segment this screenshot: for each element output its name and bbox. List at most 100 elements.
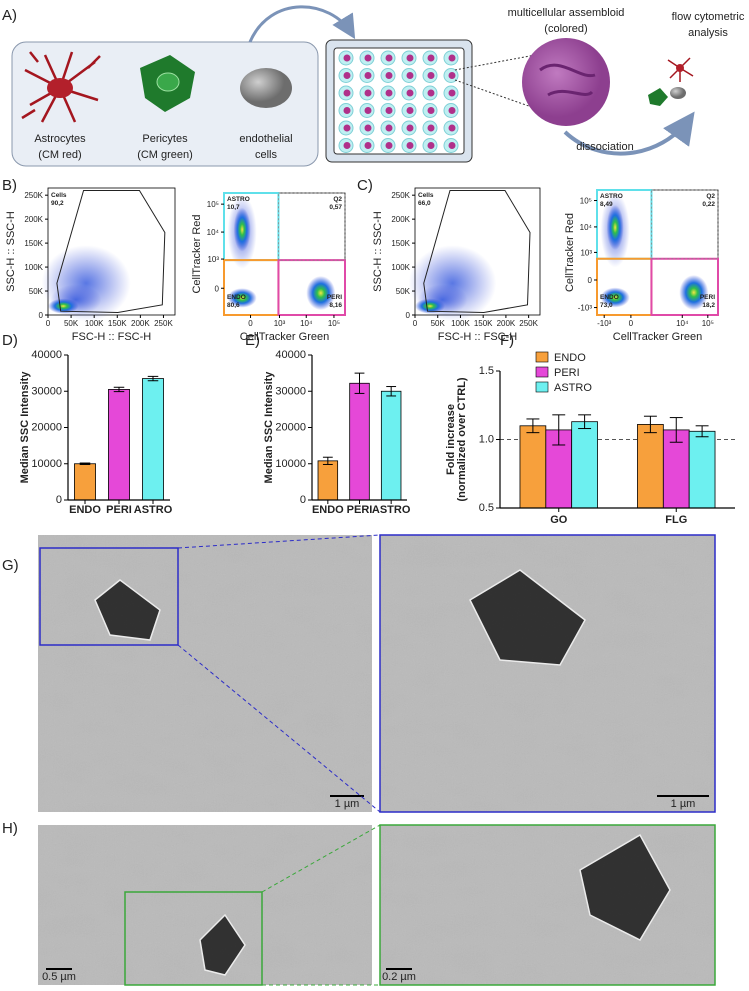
y-tick-label: 20000 <box>275 422 306 434</box>
gate <box>651 189 719 260</box>
bar <box>142 378 164 501</box>
scale-bar-label: 0.5 µm <box>42 971 76 983</box>
bar <box>571 421 598 509</box>
y-axis-label: Median SSC Intensity <box>19 371 31 484</box>
y-tick-label: 0 <box>406 311 411 320</box>
panel-label: B) <box>2 177 17 194</box>
well-content <box>448 72 456 79</box>
well-content <box>427 124 435 132</box>
error-bar <box>578 414 592 430</box>
well-content <box>364 89 372 97</box>
zoom-line <box>177 534 381 549</box>
bar <box>688 430 716 509</box>
gate <box>278 192 346 261</box>
bar <box>380 390 402 501</box>
zoom-frame <box>379 534 716 813</box>
y-axis-label: Fold increase <box>445 404 457 475</box>
y-tick-label: -10³ <box>578 304 593 313</box>
y-tick-label: 10000 <box>31 458 62 470</box>
well-content <box>385 89 393 97</box>
well-content <box>448 54 456 62</box>
arrow <box>563 111 695 156</box>
well-content <box>448 124 456 132</box>
well-content <box>427 72 435 79</box>
x-tick-label: ENDO <box>69 504 101 516</box>
well-content <box>364 54 372 62</box>
bar <box>519 425 547 509</box>
error-bar <box>322 456 333 465</box>
x-tick-label: 200K <box>497 319 516 328</box>
gate-name: ENDO <box>227 294 246 301</box>
zoom-frame <box>379 824 716 986</box>
well-content <box>343 142 351 149</box>
x-tick-label: 10⁴ <box>676 319 689 328</box>
density <box>415 298 445 314</box>
y-tick-label: 0 <box>588 276 593 285</box>
well-plate-inner <box>333 47 465 155</box>
gate-pct: 90,2 <box>51 200 64 207</box>
y-tick-label: 20000 <box>31 422 62 434</box>
well-content <box>343 54 351 62</box>
y-tick-label: 30000 <box>275 385 306 397</box>
x-tick-label: 50K <box>431 319 446 328</box>
material-flake <box>94 579 161 641</box>
pericyte-icon <box>140 55 195 112</box>
y-tick-label: 0 <box>39 311 44 320</box>
error-bar <box>669 417 683 443</box>
x-tick-label: 150K <box>108 319 127 328</box>
well-content <box>385 107 393 114</box>
legend-swatch <box>535 366 549 378</box>
astrocyte-icon <box>21 51 101 123</box>
zoom-line <box>261 824 381 893</box>
micrograph-grain <box>380 535 715 812</box>
well-content <box>406 54 414 62</box>
gate-pct: 10,7 <box>227 204 240 211</box>
step-label: dissociation <box>576 141 633 153</box>
bar <box>108 389 130 501</box>
y-tick-label: 10⁴ <box>207 228 220 237</box>
density <box>227 288 257 308</box>
density <box>48 298 79 314</box>
panel-label: F) <box>500 332 514 349</box>
legend-swatch <box>535 351 549 363</box>
x-tick-label: ASTRO <box>134 504 173 516</box>
cell-stain: (CM green) <box>137 149 193 161</box>
x-axis-label: CellTracker Green <box>613 331 702 343</box>
y-axis-label: CellTracker Red <box>191 214 203 293</box>
y-tick-label: 0 <box>300 494 306 506</box>
cell-name: Pericytes <box>142 133 188 145</box>
bar <box>317 460 339 501</box>
gate-pct: 80,6 <box>227 302 240 309</box>
y-axis-label: CellTracker Red <box>564 213 576 292</box>
y-tick-label: 250K <box>24 191 43 200</box>
well-content <box>364 124 372 132</box>
gate <box>277 259 347 317</box>
gate-pct: 18,2 <box>702 302 715 309</box>
y-axis-label: Median SSC Intensity <box>263 371 275 484</box>
y-tick-label: 40000 <box>31 349 62 361</box>
x-tick-label: 10⁵ <box>702 319 714 328</box>
y-tick-label: 10⁴ <box>580 223 593 232</box>
panel-label: G) <box>2 557 19 574</box>
gate-pct: 66,0 <box>418 200 431 207</box>
error-bar <box>552 414 566 446</box>
well-content <box>385 54 393 62</box>
panel-label: C) <box>357 177 373 194</box>
x-tick-label: 50K <box>64 319 79 328</box>
legend-swatch <box>535 381 549 393</box>
error-bar <box>147 375 159 382</box>
gate-pct: 73,0 <box>600 302 613 309</box>
gate-pct: 8,16 <box>329 302 342 309</box>
y-tick-label: 100K <box>391 263 410 272</box>
y-tick-label: 200K <box>24 215 43 224</box>
density <box>679 275 709 310</box>
well-content <box>364 72 372 79</box>
x-tick-label: 10⁴ <box>300 319 313 328</box>
well-content <box>364 142 372 149</box>
panel-label: H) <box>2 820 18 837</box>
gate-name: Q2 <box>333 196 342 203</box>
y-tick-label: 150K <box>24 239 43 248</box>
x-tick-label: -10³ <box>597 319 612 328</box>
x-tick-label: ASTRO <box>372 504 411 516</box>
